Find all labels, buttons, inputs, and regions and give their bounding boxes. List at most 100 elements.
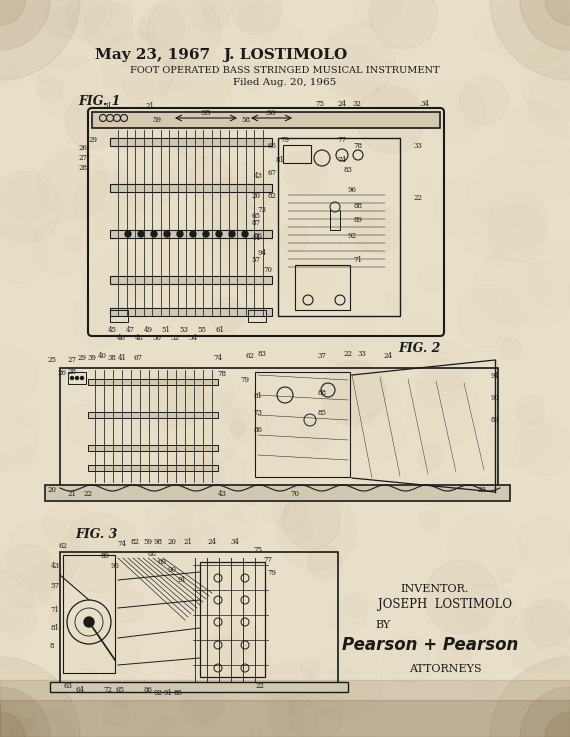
Text: 50: 50: [153, 334, 161, 342]
Text: 24: 24: [337, 100, 347, 108]
Text: 48: 48: [135, 334, 144, 342]
Text: 96: 96: [348, 186, 356, 194]
Bar: [278, 138, 400, 316]
Text: 82: 82: [131, 538, 140, 546]
Text: ATTORNEYS: ATTORNEYS: [409, 664, 481, 674]
Text: 65: 65: [116, 686, 124, 694]
Bar: [68, 372, 86, 384]
Text: 88: 88: [317, 389, 327, 397]
Text: 43: 43: [218, 490, 226, 498]
Text: Filed Aug. 20, 1965: Filed Aug. 20, 1965: [233, 77, 337, 86]
Bar: [88, 379, 218, 385]
Text: 57: 57: [51, 582, 59, 590]
Text: 69: 69: [157, 558, 166, 566]
Circle shape: [189, 157, 232, 200]
Text: 79: 79: [267, 569, 276, 577]
Bar: [50, 682, 348, 692]
Text: 23: 23: [478, 486, 486, 494]
Text: 92: 92: [348, 232, 356, 240]
Text: 90: 90: [491, 394, 499, 402]
Circle shape: [146, 0, 221, 69]
Text: 24: 24: [207, 538, 217, 546]
Circle shape: [520, 687, 570, 737]
Circle shape: [230, 420, 245, 436]
Circle shape: [84, 617, 94, 627]
Circle shape: [0, 171, 62, 243]
Text: 90: 90: [168, 566, 177, 574]
Text: 8: 8: [50, 642, 54, 650]
Text: FIG. 1: FIG. 1: [78, 95, 120, 108]
Text: 21: 21: [67, 490, 76, 498]
Text: 45: 45: [108, 326, 116, 334]
Text: 70: 70: [291, 490, 299, 498]
Circle shape: [62, 514, 141, 593]
Bar: [63, 555, 115, 673]
Circle shape: [0, 0, 25, 25]
Text: 24: 24: [384, 352, 393, 360]
Circle shape: [125, 231, 131, 237]
Text: 59: 59: [153, 116, 161, 124]
Text: 33: 33: [357, 350, 367, 358]
Bar: [0, 700, 570, 737]
Text: 59: 59: [144, 538, 153, 546]
Bar: [45, 485, 510, 501]
Text: 79: 79: [280, 136, 290, 144]
Circle shape: [177, 231, 183, 237]
Text: 38: 38: [108, 354, 116, 362]
Circle shape: [50, 610, 69, 629]
Bar: [283, 145, 311, 163]
Text: 82: 82: [267, 192, 276, 200]
Bar: [88, 445, 218, 451]
Text: 58: 58: [242, 116, 250, 124]
Text: 74: 74: [214, 354, 222, 362]
Text: 73: 73: [258, 206, 266, 214]
Text: 41: 41: [117, 354, 127, 362]
Bar: [110, 184, 272, 192]
Circle shape: [232, 0, 282, 35]
Text: 89: 89: [491, 416, 499, 424]
Text: 21: 21: [145, 102, 154, 110]
Text: 46: 46: [116, 334, 125, 342]
Text: 74: 74: [337, 156, 347, 164]
Text: 55: 55: [197, 326, 206, 334]
Text: 81: 81: [254, 392, 263, 400]
Text: 71: 71: [353, 256, 363, 264]
Text: 51: 51: [161, 326, 170, 334]
Circle shape: [273, 497, 306, 529]
Text: 20: 20: [47, 486, 56, 494]
Bar: [0, 680, 570, 737]
Text: 81: 81: [51, 624, 59, 632]
Text: 77: 77: [337, 136, 347, 144]
Circle shape: [138, 231, 144, 237]
Text: 25: 25: [47, 356, 56, 364]
Text: 22: 22: [255, 682, 264, 690]
Circle shape: [75, 377, 79, 380]
Circle shape: [203, 231, 209, 237]
Circle shape: [0, 0, 50, 50]
Circle shape: [531, 599, 570, 642]
Circle shape: [107, 106, 153, 152]
Circle shape: [215, 615, 258, 657]
Text: 27: 27: [79, 154, 88, 162]
Text: 36: 36: [266, 109, 276, 117]
Circle shape: [545, 712, 570, 737]
Text: 71: 71: [51, 606, 59, 614]
Circle shape: [65, 93, 121, 150]
Text: 79: 79: [241, 376, 250, 384]
Bar: [110, 276, 272, 284]
Circle shape: [71, 377, 74, 380]
Text: 22: 22: [344, 350, 352, 358]
Text: 96: 96: [111, 562, 120, 570]
Text: 73: 73: [254, 409, 262, 417]
Text: 28: 28: [79, 164, 88, 172]
Text: 43: 43: [254, 172, 262, 180]
Bar: [110, 308, 272, 316]
Text: 89: 89: [353, 216, 363, 224]
Text: 22: 22: [413, 194, 422, 202]
Text: 34: 34: [421, 100, 429, 108]
Circle shape: [369, 0, 438, 49]
Text: 35: 35: [201, 109, 211, 117]
Text: 29: 29: [88, 136, 97, 144]
Text: 92: 92: [153, 689, 162, 697]
Text: 44: 44: [251, 234, 260, 242]
